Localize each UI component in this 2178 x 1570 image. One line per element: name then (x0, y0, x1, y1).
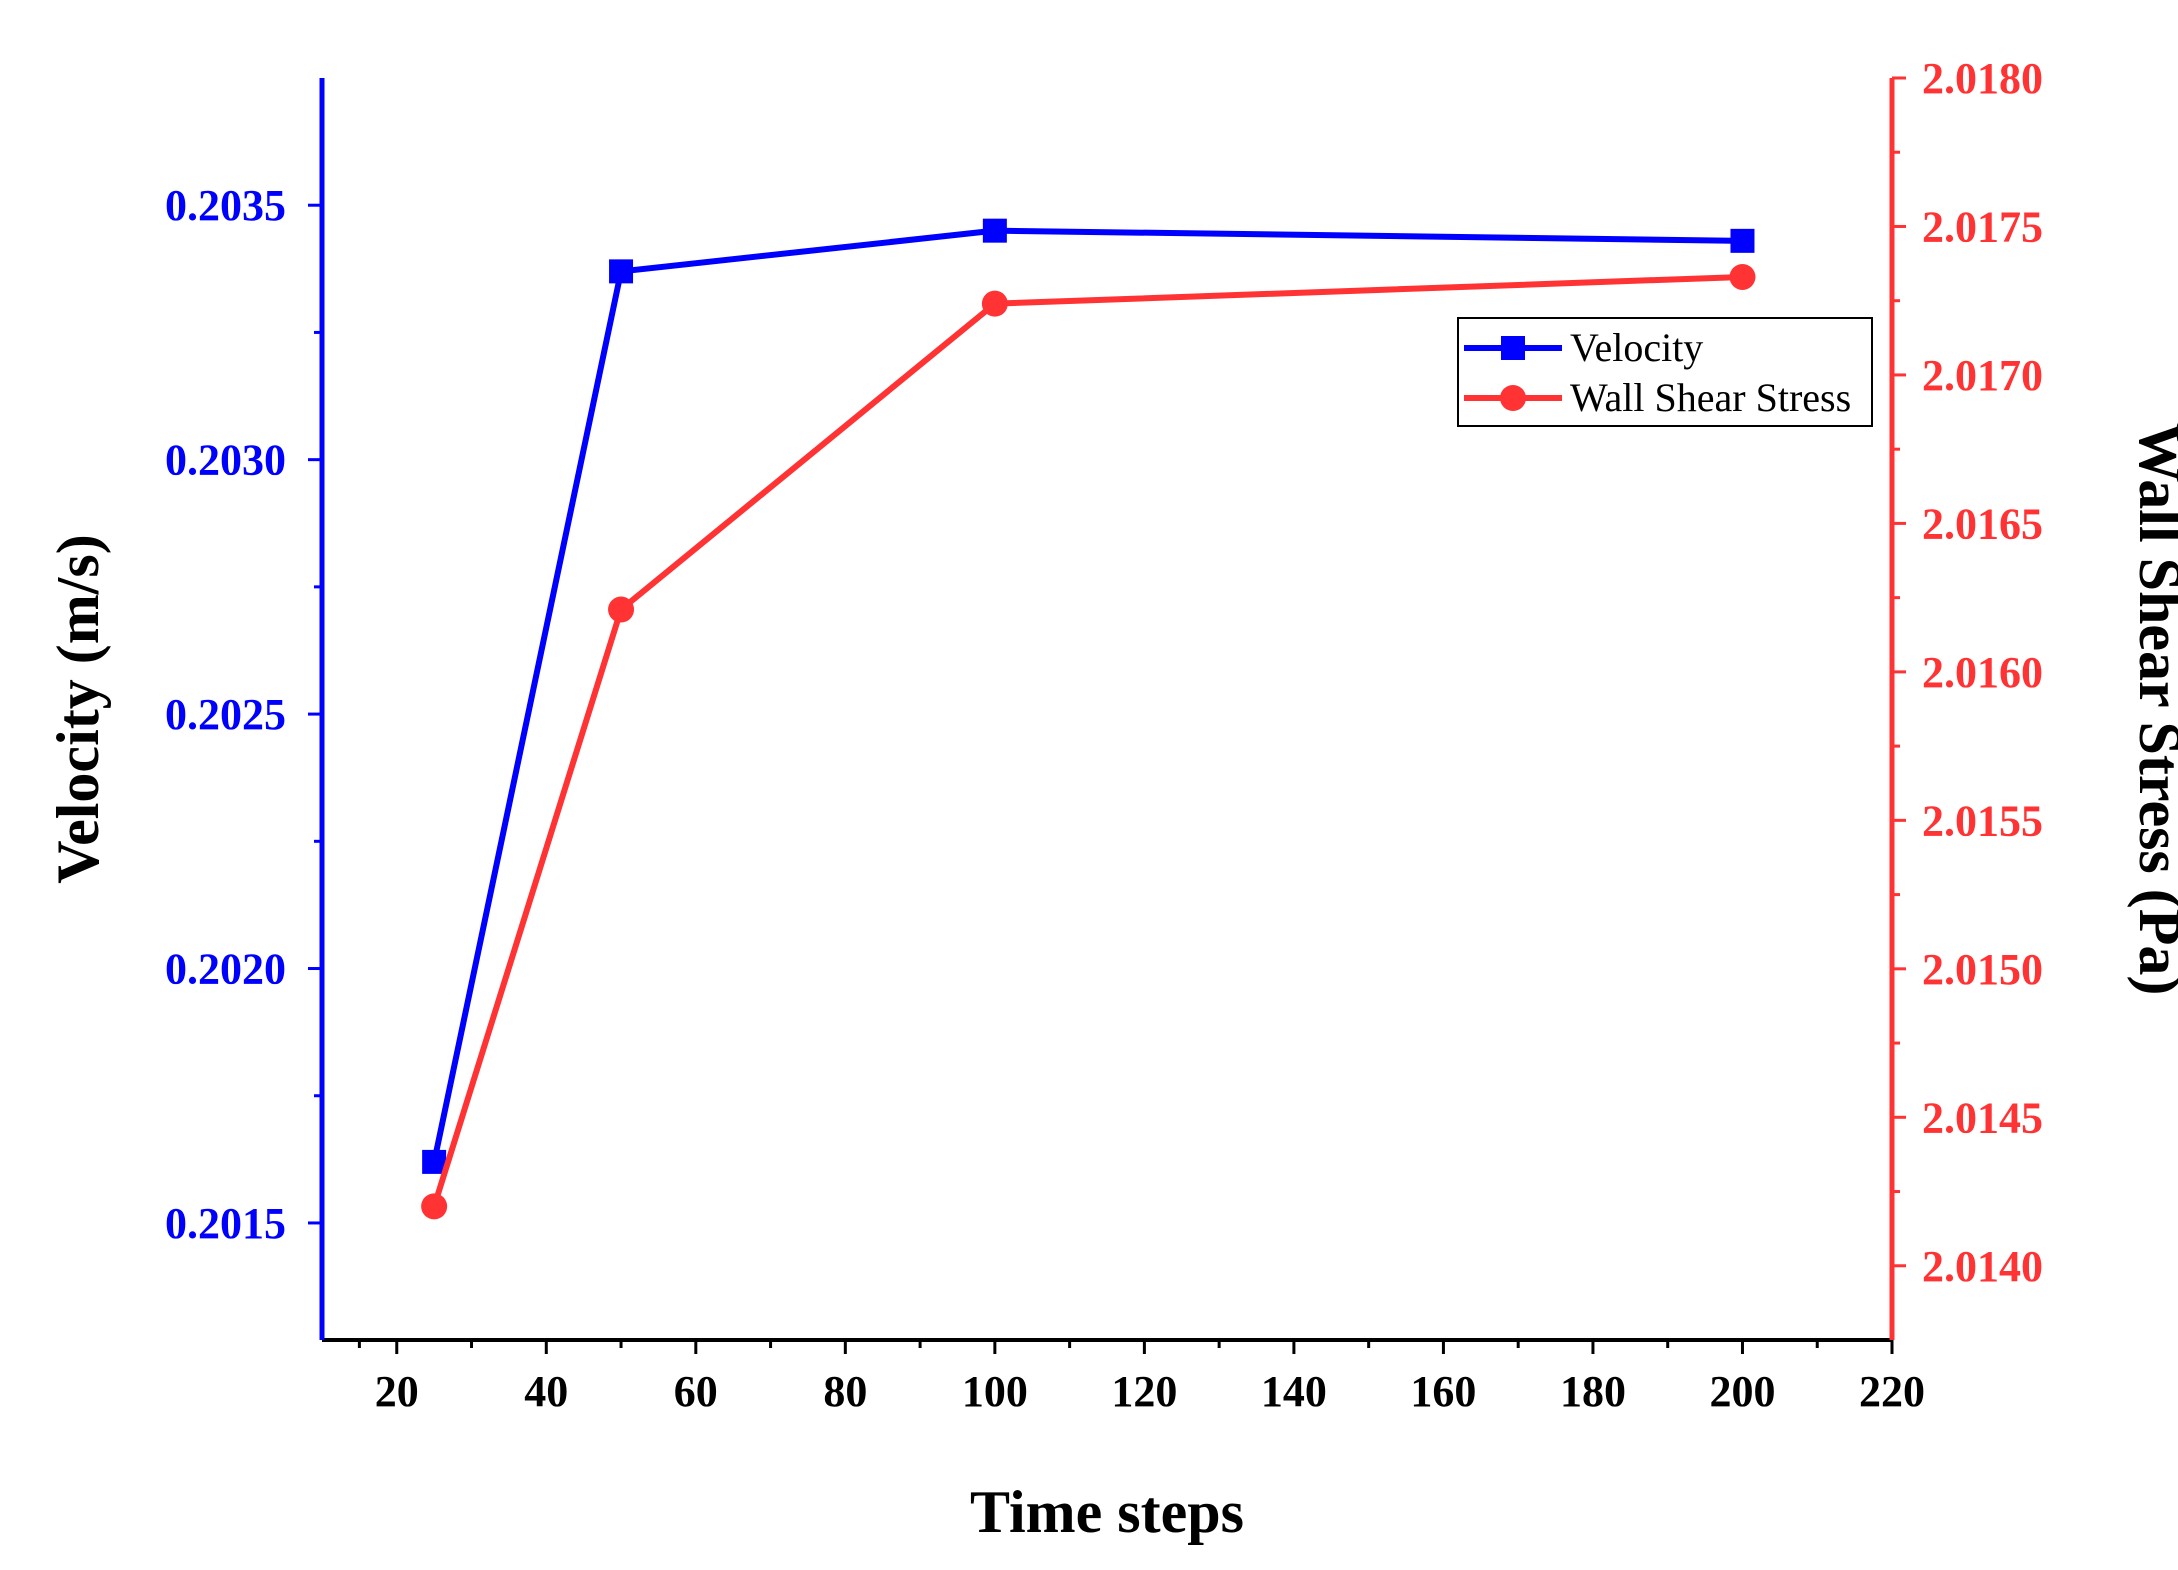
right-tick-label: 2.0145 (1922, 1093, 2043, 1142)
velocity-point (609, 259, 634, 284)
wall-shear-stress-point (608, 596, 635, 623)
right-tick-label: 2.0170 (1922, 351, 2043, 400)
x-tick-label: 220 (1859, 1367, 1925, 1416)
right-tick-label: 2.0180 (1922, 54, 2043, 103)
right-axis-title: Wall Shear Stress (Pa) (2127, 423, 2178, 996)
series-line-velocity (431, 227, 1743, 1163)
left-tick-label: 0.2035 (165, 181, 286, 230)
x-tick-label: 120 (1111, 1367, 1177, 1416)
x-tick-label: 100 (962, 1367, 1028, 1416)
x-tick-label: 140 (1261, 1367, 1327, 1416)
x-tick-label: 160 (1410, 1367, 1476, 1416)
legend-label: Wall Shear Stress (1570, 375, 1851, 420)
velocity-point (982, 218, 1007, 243)
right-tick-label: 2.0160 (1922, 648, 2043, 697)
series-line-wall-shear-stress (431, 273, 1743, 1208)
legend-label: Velocity (1570, 325, 1703, 370)
legend-box (1457, 317, 1873, 427)
x-tick-label: 20 (375, 1367, 419, 1416)
velocity-point (1730, 228, 1755, 253)
legend-marker (1501, 336, 1525, 360)
series-layer (421, 218, 1756, 1220)
right-tick-label: 2.0165 (1922, 499, 2043, 548)
right-tick-label: 2.0140 (1922, 1242, 2043, 1291)
velocity-point (422, 1149, 447, 1174)
left-tick-label: 0.2030 (165, 436, 286, 485)
axes: 20 40 60 80 100 120 140 160 180 200 220 Time steps 0… (45, 54, 2178, 1545)
left-axis-title: Velocity (m/s) (45, 534, 111, 883)
x-tick-label: 40 (524, 1367, 568, 1416)
wall-shear-stress-point (1729, 263, 1756, 290)
x-tick-label: 60 (674, 1367, 718, 1416)
right-tick-label: 2.0155 (1922, 796, 2043, 845)
right-tick-label: 2.0175 (1922, 202, 2043, 251)
wall-shear-stress-point (421, 1193, 448, 1220)
legend-marker (1500, 385, 1526, 411)
x-axis-title: Time steps (970, 1479, 1244, 1545)
x-tick-label: 200 (1709, 1367, 1775, 1416)
x-tick-label: 180 (1560, 1367, 1626, 1416)
wall-shear-stress-point (981, 290, 1008, 317)
x-tick-label: 80 (823, 1367, 867, 1416)
left-tick-label: 0.2015 (165, 1199, 286, 1248)
left-tick-label: 0.2020 (165, 945, 286, 994)
right-tick-label: 2.0150 (1922, 945, 2043, 994)
left-tick-label: 0.2025 (165, 690, 286, 739)
legend: Velocity Wall Shear Stress (1457, 317, 1873, 427)
